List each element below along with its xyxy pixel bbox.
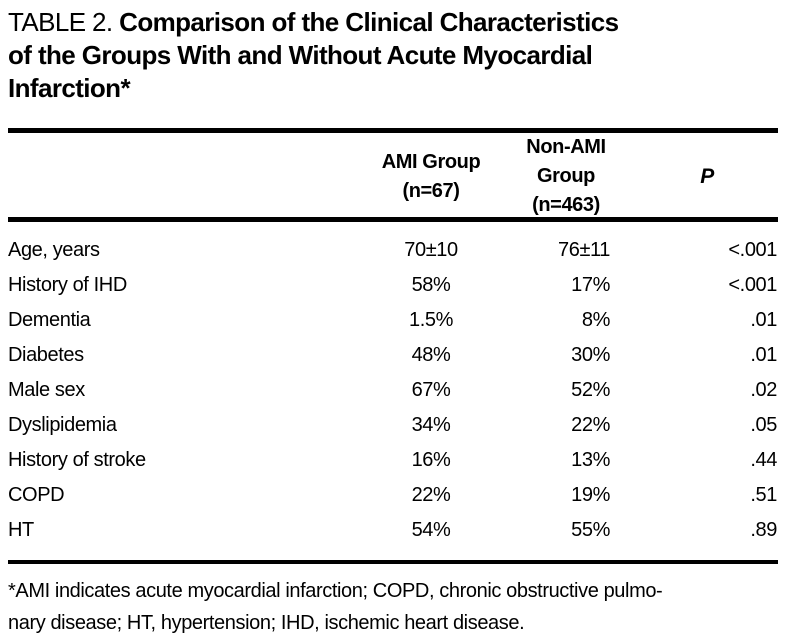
table-top-rule (8, 128, 778, 133)
nonami-value: 8% (581, 309, 611, 331)
table-row-age: Age, years 70±10 76±11 <.001 (8, 233, 778, 268)
table-body: Age, years 70±10 76±11 <.001 History of … (8, 222, 778, 560)
col-header-nonami-group: Non-AMI Group (n=463) (496, 133, 636, 220)
nonami-value: 55% (571, 519, 610, 541)
nonami-value: 19% (571, 484, 610, 506)
nonami-value: 22% (571, 414, 610, 436)
table-row-male-sex: Male sex 67% 52% .02 (8, 373, 778, 408)
p-value: .01 (750, 344, 777, 366)
table-title: TABLE 2. Comparison of the Clinical Char… (8, 6, 778, 105)
table-bottom-rule (8, 560, 778, 564)
row-label: Dementia (8, 309, 91, 331)
title-line-1: TABLE 2. Comparison of the Clinical Char… (8, 6, 778, 39)
nonami-value: 52% (571, 379, 610, 401)
table-row-dementia: Dementia 1.5% 8% .01 (8, 303, 778, 338)
nonami-value: 30% (571, 344, 610, 366)
row-label: Male sex (8, 379, 85, 401)
col-header-nonami-name: Non-AMI Group (526, 136, 606, 187)
col-header-ami-group: AMI Group (n=67) (366, 148, 496, 206)
row-label: HT (8, 519, 34, 541)
title-line-3: Infarction* (8, 73, 131, 103)
ami-value: 67% (411, 379, 451, 401)
table-row-diabetes: Diabetes 48% 30% .01 (8, 338, 778, 373)
ami-value: 70±10 (404, 239, 458, 261)
table-header-row: AMI Group (n=67) Non-AMI Group (n=463) P (8, 133, 778, 217)
ami-value: 1.5% (409, 309, 453, 331)
row-label: COPD (8, 484, 65, 506)
p-value: .01 (750, 309, 777, 331)
table-number-label: TABLE 2. (8, 7, 113, 37)
table-header-rule (8, 217, 778, 222)
row-label: History of IHD (8, 274, 127, 296)
footnote: *AMI indicates acute myocardial infarcti… (8, 575, 778, 639)
title-line-2: of the Groups With and Without Acute Myo… (8, 40, 593, 70)
p-value: .44 (750, 449, 777, 471)
p-value: <.001 (728, 274, 777, 296)
table-row-history-ihd: History of IHD 58% 17% <.001 (8, 268, 778, 303)
row-label: Diabetes (8, 344, 84, 366)
p-value: <.001 (728, 239, 777, 261)
ami-value: 22% (411, 484, 451, 506)
table-row-copd: COPD 22% 19% .51 (8, 478, 778, 513)
row-label: Age, years (8, 239, 100, 261)
title-line-1-text: Comparison of the Clinical Characteristi… (119, 7, 619, 37)
ami-value: 34% (411, 414, 451, 436)
row-label: History of stroke (8, 449, 146, 471)
table-row-dyslipidemia: Dyslipidemia 34% 22% .05 (8, 408, 778, 443)
ami-value: 54% (411, 519, 451, 541)
nonami-value: 13% (571, 449, 610, 471)
nonami-value: 17% (571, 274, 610, 296)
col-header-nonami-n: (n=463) (532, 194, 600, 216)
footnote-line-2: nary disease; HT, hypertension; IHD, isc… (8, 612, 525, 634)
ami-value: 58% (411, 274, 451, 296)
ami-value: 16% (411, 449, 451, 471)
ami-value: 48% (411, 344, 451, 366)
col-header-ami-name: AMI Group (381, 150, 481, 173)
table-row-ht: HT 54% 55% .89 (8, 513, 778, 548)
p-value: .02 (750, 379, 777, 401)
p-value: .05 (750, 414, 777, 436)
table-row-history-stroke: History of stroke 16% 13% .44 (8, 443, 778, 478)
footnote-line-1: *AMI indicates acute myocardial infarcti… (8, 580, 663, 602)
p-value: .89 (750, 519, 777, 541)
row-label: Dyslipidemia (8, 414, 117, 436)
col-header-p: P (700, 165, 714, 188)
col-header-ami-n: (n=67) (402, 179, 460, 202)
p-value: .51 (750, 484, 777, 506)
nonami-value: 76±11 (558, 239, 610, 261)
